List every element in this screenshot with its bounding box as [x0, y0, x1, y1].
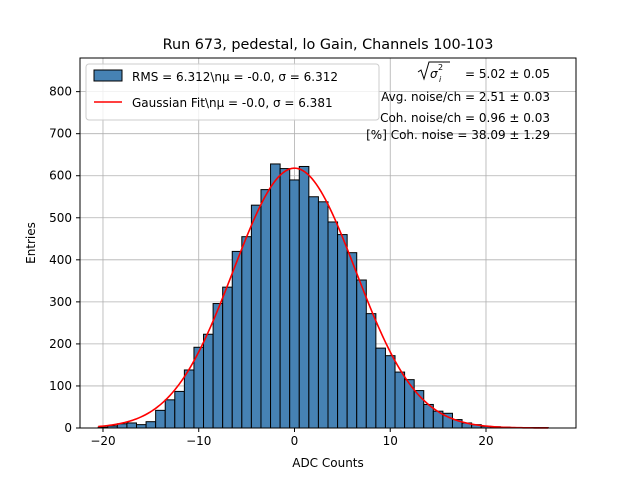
histogram-bar: [203, 333, 214, 429]
coh-noise-annotation: Coh. noise/ch = 0.96 ± 0.03: [380, 111, 550, 125]
x-tick-label: 10: [383, 434, 398, 448]
histogram-bar: [145, 421, 157, 429]
legend-box: [85, 63, 380, 121]
plot-frame: [79, 57, 577, 429]
sqrt-sign-icon: [417, 61, 450, 81]
histogram-bar: [317, 201, 329, 429]
histogram-bar: [231, 250, 243, 429]
histogram-bar: [384, 355, 396, 429]
histogram-bar: [279, 168, 291, 429]
x-tick-label: 0: [291, 434, 299, 448]
x-axis-label: ADC Counts: [292, 456, 364, 470]
legend-fit-label: Gaussian Fit\nμ = -0.0, σ = 6.381: [132, 96, 333, 110]
histogram-bar: [135, 424, 147, 429]
histogram-bar: [164, 399, 176, 429]
y-tick-label: 700: [49, 127, 72, 141]
histogram-bar: [126, 422, 137, 429]
y-tick-label: 300: [49, 295, 72, 309]
histogram-bar: [308, 196, 319, 429]
y-tick-label: 100: [49, 379, 72, 393]
histogram-bar: [375, 347, 386, 429]
noise-annotations: σ 2 i = 5.02 ± 0.05 Avg. noise/ch = 2.51…: [366, 61, 550, 142]
x-tick-label: −10: [186, 434, 211, 448]
coh-percent-annotation: [%] Coh. noise = 38.09 ± 1.29: [366, 128, 550, 142]
x-tick-label: 20: [478, 434, 493, 448]
legend-histogram-swatch: [93, 69, 123, 82]
histogram-bar: [250, 204, 262, 429]
histogram-bar: [260, 189, 272, 429]
y-tick-label: 600: [49, 169, 72, 183]
gaussian-fit-line: [98, 167, 549, 429]
x-tick-label: −20: [90, 434, 115, 448]
sqrt-sigma: σ: [430, 67, 438, 81]
avg-noise-annotation: Avg. noise/ch = 2.51 ± 0.03: [381, 90, 550, 104]
sqrt-subscript: i: [439, 75, 442, 84]
histogram-bar: [183, 369, 195, 429]
histogram-bar: [241, 236, 252, 429]
histogram-bar: [222, 286, 233, 429]
histogram-bar: [289, 179, 300, 429]
histogram-bar: [155, 409, 166, 429]
histogram-bar: [212, 303, 224, 429]
sqrt-superscript: 2: [438, 63, 443, 72]
histogram-bar: [356, 279, 367, 429]
total-noise-annotation: = 5.02 ± 0.05: [465, 67, 550, 81]
y-axis-ticks: 0 100 200 300 400 500 600 700 800: [49, 85, 80, 435]
legend-histogram-label: RMS = 6.312\nμ = -0.0, σ = 6.312: [132, 70, 338, 84]
histogram-bars: [97, 163, 549, 429]
histogram-bar: [174, 390, 185, 429]
chart-title: Run 673, pedestal, lo Gain, Channels 100…: [163, 37, 494, 53]
histogram-bar: [327, 221, 339, 429]
histogram-bar: [270, 163, 281, 429]
y-tick-label: 500: [49, 211, 72, 225]
y-axis-label: Entries: [24, 222, 38, 264]
histogram-bar: [394, 371, 406, 429]
x-axis-ticks: −20 −10 0 10 20: [90, 428, 494, 448]
histogram-bar: [365, 313, 377, 429]
y-tick-label: 400: [49, 253, 72, 267]
histogram-bar: [337, 234, 348, 429]
y-tick-label: 0: [64, 421, 72, 435]
histogram-bar: [298, 165, 310, 429]
legend: RMS = 6.312\nμ = -0.0, σ = 6.312 Gaussia…: [85, 63, 380, 121]
y-tick-label: 800: [49, 85, 72, 99]
y-tick-label: 200: [49, 337, 72, 351]
histogram-bar: [346, 252, 358, 429]
